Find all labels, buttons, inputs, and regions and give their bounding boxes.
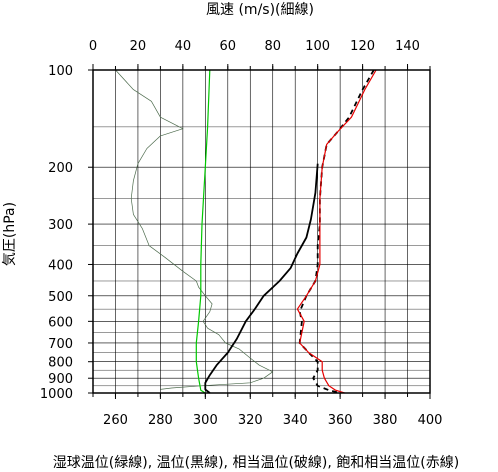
top-axis-title: 風速 (m/s)(細線) bbox=[206, 2, 314, 18]
y-axis-title: 気圧(hPa) bbox=[2, 202, 18, 266]
tick-label-y: 400 bbox=[48, 258, 73, 273]
tick-label-y: 900 bbox=[48, 372, 73, 387]
tick-label-y: 800 bbox=[48, 356, 73, 371]
tick-label-x-bottom: 300 bbox=[193, 413, 218, 428]
tick-label-y: 1000 bbox=[40, 387, 73, 402]
tick-label-x-top: 100 bbox=[305, 39, 330, 54]
tick-label-x-bottom: 360 bbox=[328, 413, 353, 428]
tick-label-x-bottom: 320 bbox=[238, 413, 263, 428]
grid bbox=[92, 69, 431, 394]
tick-label-x-bottom: 340 bbox=[283, 413, 308, 428]
axis-ticks: 260 280 300 320 340 360 380 400 0 20 40 60 80 100 120 1… bbox=[40, 39, 443, 428]
tick-label-x-top: 40 bbox=[175, 39, 192, 54]
tick-label-x-top: 60 bbox=[220, 39, 237, 54]
tick-label-x-top: 80 bbox=[264, 39, 281, 54]
tick-label-y: 600 bbox=[48, 315, 73, 330]
series-line-wet_bulb_theta bbox=[195, 69, 211, 394]
tick-label-y: 100 bbox=[48, 64, 73, 79]
tick-label-x-bottom: 400 bbox=[418, 413, 443, 428]
tick-label-x-top: 120 bbox=[350, 39, 375, 54]
tick-label-y: 200 bbox=[48, 161, 73, 176]
series-layer bbox=[115, 69, 377, 394]
tick-label-y: 700 bbox=[48, 337, 73, 352]
series-line-theta bbox=[204, 163, 319, 394]
tick-label-x-bottom: 280 bbox=[148, 413, 173, 428]
tick-label-x-top: 20 bbox=[130, 39, 147, 54]
series-line-wind bbox=[115, 69, 274, 390]
x-axis-title: 湿球温位(緑線), 温位(黒線), 相当温位(破線), 飽和相当温位(赤線) bbox=[53, 454, 459, 471]
tick-label-x-top: 140 bbox=[395, 39, 420, 54]
plot-frame bbox=[92, 69, 431, 394]
tick-label-x-bottom: 380 bbox=[373, 413, 398, 428]
series-line-theta_es bbox=[296, 69, 377, 394]
tick-label-x-top: 0 bbox=[89, 39, 97, 54]
tick-label-y: 300 bbox=[48, 218, 73, 233]
tick-label-x-bottom: 260 bbox=[103, 413, 128, 428]
tick-label-y: 500 bbox=[48, 290, 73, 305]
